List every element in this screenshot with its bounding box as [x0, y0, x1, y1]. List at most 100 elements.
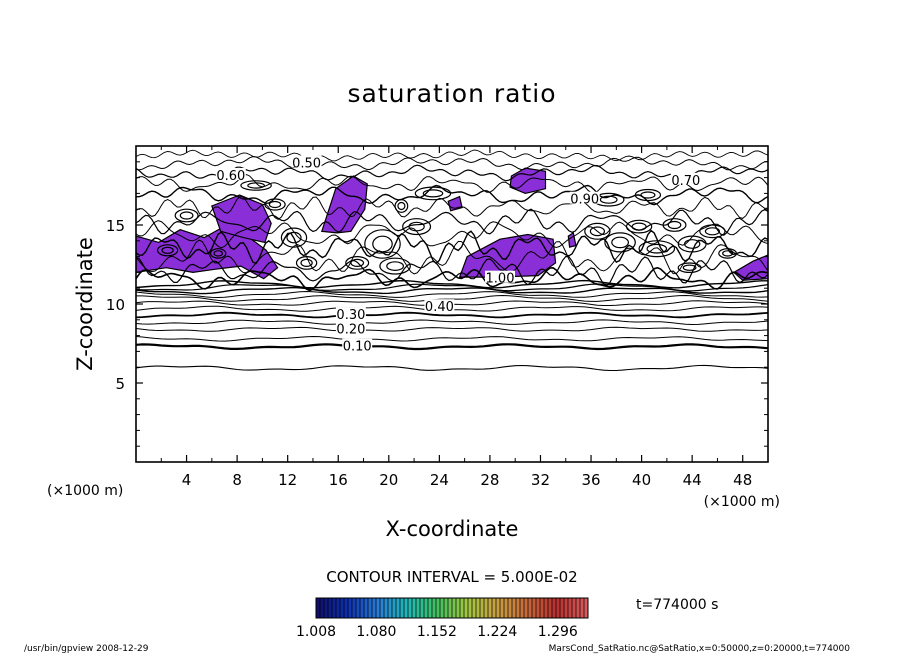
contour-line — [213, 250, 223, 257]
contour-line — [136, 195, 768, 220]
colorbar-band — [452, 598, 456, 618]
x-tick-label: 36 — [581, 471, 600, 489]
colorbar-band — [492, 598, 496, 618]
contour-line — [631, 222, 647, 231]
colorbar-tick-label: 1.152 — [417, 624, 457, 640]
contour-line — [136, 255, 768, 287]
colorbar-band — [472, 598, 476, 618]
colorbar-band — [484, 598, 488, 618]
contour-line — [136, 290, 768, 299]
contour-line — [364, 229, 401, 259]
colorbar-gradient — [315, 598, 588, 618]
y-tick-label: 15 — [106, 217, 125, 235]
contour-line — [136, 343, 768, 351]
contour-line — [350, 258, 365, 267]
colorbar-band — [436, 598, 440, 618]
x-axis-label: X-coordinate — [386, 517, 519, 541]
colorbar-band — [432, 598, 436, 618]
contour-line — [136, 229, 768, 265]
x-tick-label: 4 — [182, 471, 192, 489]
colorbar-band — [408, 598, 412, 618]
x-tick-label: 44 — [683, 471, 702, 489]
colorbar-band — [348, 598, 352, 618]
contour-line — [209, 248, 227, 259]
contour-line — [136, 286, 768, 295]
contour-line — [699, 224, 726, 239]
colorbar-tick-label: 1.224 — [477, 624, 517, 640]
colorbar-band — [528, 598, 532, 618]
contour-line — [625, 219, 653, 234]
footer-left: /usr/bin/gpview 2008-12-29 — [24, 644, 149, 654]
x-axis-unit: (×1000 m) — [704, 494, 780, 510]
colorbar-band — [332, 598, 336, 618]
colorbar-band — [396, 598, 400, 618]
contour-label: 0.50 — [292, 156, 321, 171]
y-axis-ticks: 5 10 15 — [106, 161, 768, 447]
contour-line — [240, 180, 272, 191]
contour-line — [345, 256, 370, 270]
colorbar-band — [544, 598, 548, 618]
contour-label-bg — [215, 168, 246, 180]
contour-label: 0.10 — [343, 340, 372, 355]
contour-line — [156, 244, 179, 257]
colorbar-band — [336, 598, 340, 618]
colorbar-band — [536, 598, 540, 618]
colorbar-band — [428, 598, 432, 618]
contour-label-bg — [485, 270, 515, 283]
contour-line — [247, 182, 266, 189]
colorbar-band — [580, 598, 584, 618]
supersaturation-region — [320, 175, 368, 234]
colorbar-tick-label: 1.296 — [538, 624, 578, 640]
contour-line — [136, 164, 768, 182]
x-tick-label: 40 — [632, 471, 651, 489]
colorbar-band — [316, 598, 320, 618]
contour-line — [414, 186, 452, 201]
contour-line — [295, 256, 318, 270]
contour-line — [667, 220, 682, 230]
colorbar-band — [464, 598, 468, 618]
contour-line — [386, 261, 405, 272]
time-label: t=774000 s — [636, 597, 718, 613]
colorbar-band — [380, 598, 384, 618]
contour-line — [136, 220, 768, 249]
colorbar-band — [364, 598, 368, 618]
colorbar-band — [368, 598, 372, 618]
colorbar-band — [324, 598, 328, 618]
colorbar-band — [328, 598, 332, 618]
contour-line — [136, 239, 768, 275]
colorbar-band — [480, 598, 484, 618]
contour-label-bg — [291, 155, 322, 168]
contour-line — [704, 227, 721, 236]
contour-line — [677, 262, 702, 273]
contour-line — [646, 243, 668, 254]
contour-line — [634, 188, 662, 202]
contour-line — [268, 200, 282, 209]
contour-line — [136, 294, 768, 302]
colorbar-band — [400, 598, 404, 618]
colorbar-band — [540, 598, 544, 618]
colorbar-band — [416, 598, 420, 618]
colorbar-band — [440, 598, 444, 618]
contour-line — [604, 232, 636, 253]
contour-line — [286, 231, 302, 244]
colorbar-band — [488, 598, 492, 618]
colorbar-band — [516, 598, 520, 618]
contour-label-bg — [342, 338, 373, 351]
contour-line — [722, 250, 734, 257]
contour-line — [379, 257, 411, 275]
contour-line — [422, 189, 444, 198]
colorbar-band — [340, 598, 344, 618]
contour-line — [136, 319, 768, 326]
contour-line — [264, 198, 286, 211]
colorbar-band — [520, 598, 524, 618]
contour-line — [408, 221, 425, 232]
contour-label: 0.70 — [671, 174, 700, 189]
colorbar-band — [556, 598, 560, 618]
colorbar-band — [552, 598, 556, 618]
contour-labels: 0.10 0.200.30 0.40 1.00 0.50 0.60 0.90 0.70 — [215, 155, 701, 355]
contour-label: 0.90 — [570, 193, 599, 208]
colorbar-band — [456, 598, 460, 618]
colorbar-band — [360, 598, 364, 618]
